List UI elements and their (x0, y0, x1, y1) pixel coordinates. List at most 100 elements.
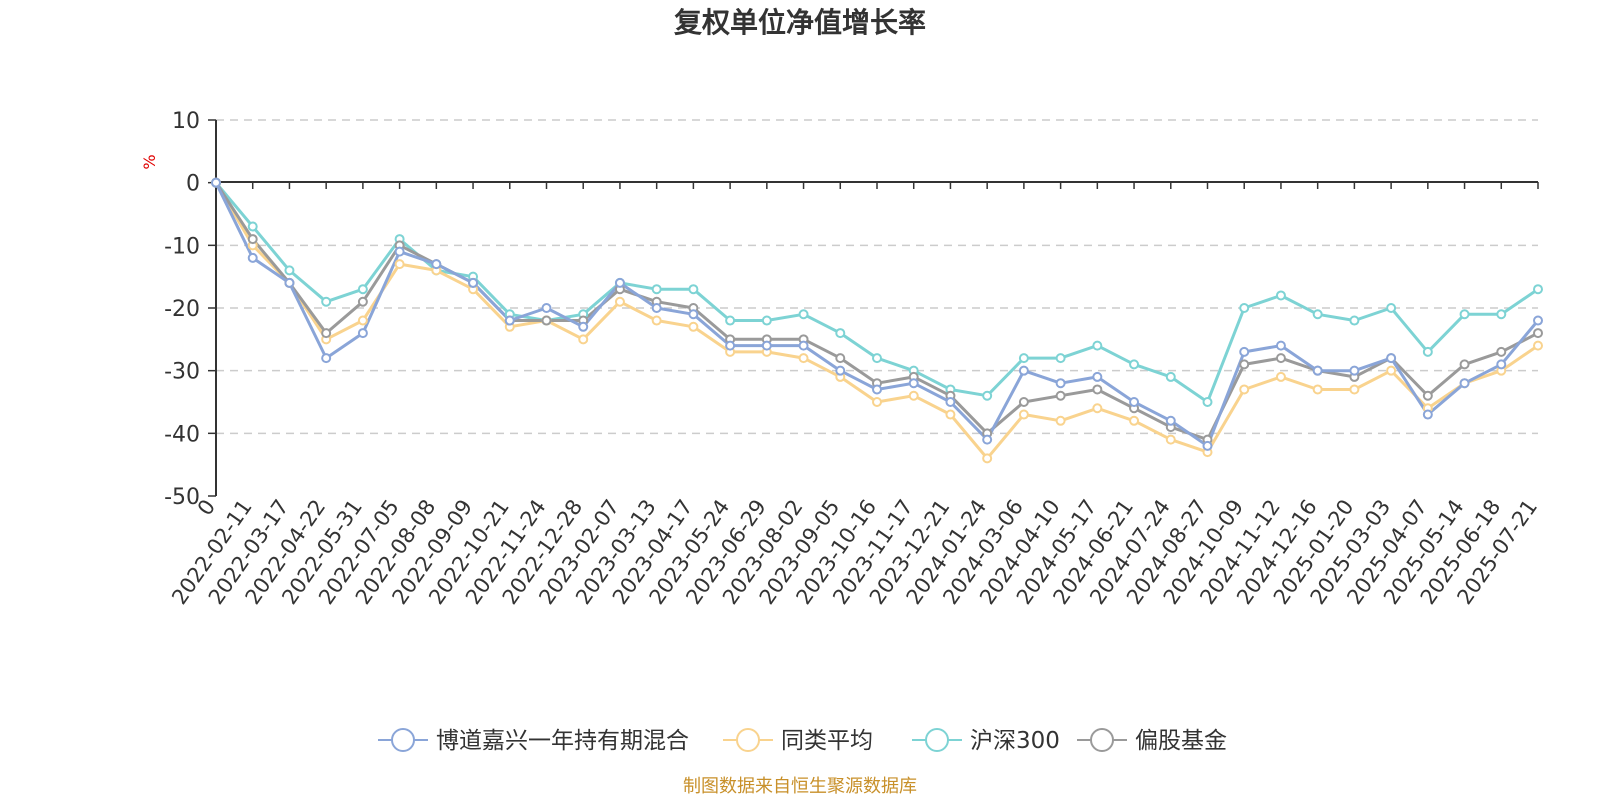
data-point (725, 340, 736, 351)
data-point (1349, 315, 1360, 326)
data-point (1239, 359, 1250, 370)
data-point (321, 353, 332, 364)
data-point (1055, 378, 1066, 389)
data-point (651, 284, 662, 295)
data-point (1386, 365, 1397, 376)
data-point (1129, 415, 1140, 426)
data-point (211, 177, 221, 188)
data-point (1092, 340, 1103, 351)
data-point (578, 334, 589, 345)
data-point (614, 277, 625, 288)
data-point (1202, 397, 1213, 407)
legend-item[interactable]: 博道嘉兴一年持有期混合 (378, 728, 689, 754)
data-point (1459, 378, 1470, 389)
data-point (321, 328, 332, 339)
legend-label: 博道嘉兴一年持有期混合 (436, 728, 689, 754)
data-point (872, 353, 882, 364)
data-point (1018, 409, 1029, 420)
data-point (1349, 384, 1360, 395)
data-point (1312, 309, 1323, 320)
legend[interactable]: 博道嘉兴一年持有期混合 同类平均 沪深300 偏股基金 (378, 728, 1227, 754)
data-point (1459, 359, 1470, 370)
data-point (1275, 353, 1286, 364)
data-point (357, 328, 368, 339)
data-point (1312, 384, 1323, 395)
y-tick-label: 10 (172, 109, 200, 134)
data-point (541, 315, 552, 326)
legend-label: 偏股基金 (1135, 728, 1227, 754)
data-point (1239, 384, 1250, 395)
data-point (1129, 397, 1140, 407)
data-point (541, 303, 552, 313)
data-point (1202, 440, 1213, 451)
x-tick-label: 0 (193, 495, 220, 520)
data-point (798, 340, 809, 351)
data-point (651, 303, 662, 313)
data-point (835, 328, 846, 339)
legend-circle-icon (391, 728, 415, 752)
data-point (1312, 365, 1323, 376)
legend-item[interactable]: 同类平均 (723, 728, 873, 754)
data-point (1422, 409, 1433, 420)
data-point (357, 296, 368, 307)
data-point (1165, 415, 1176, 426)
data-point (798, 353, 809, 364)
data-point (1018, 397, 1029, 407)
data-point (835, 353, 846, 364)
series-line-3 (214, 181, 1539, 404)
data-point (468, 277, 479, 288)
data-point (872, 384, 882, 395)
chart-title: 复权单位净值增长率 (674, 6, 926, 39)
data-point (1275, 340, 1286, 351)
data-point (1239, 303, 1250, 313)
legend-circle-icon (1090, 728, 1114, 752)
series-markers (211, 177, 1543, 464)
y-tick-label: -50 (164, 485, 200, 510)
data-source-note: 制图数据来自恒生聚源数据库 (683, 776, 917, 797)
data-point (394, 259, 405, 270)
data-point (982, 434, 993, 445)
data-point (1496, 346, 1507, 357)
data-point (798, 309, 809, 320)
data-point (982, 453, 993, 464)
legend-label: 同类平均 (781, 728, 873, 754)
series-line-2 (214, 181, 1539, 460)
data-point (945, 397, 956, 407)
grid-lines (216, 119, 1538, 435)
data-point (1092, 384, 1103, 395)
legend-item[interactable]: 偏股基金 (1077, 728, 1227, 754)
data-point (1092, 403, 1103, 414)
series-lines (214, 181, 1540, 460)
data-point (1349, 365, 1360, 376)
data-point (321, 296, 332, 307)
data-point (1386, 303, 1397, 313)
data-point (1533, 328, 1543, 339)
data-point (1055, 390, 1066, 401)
data-point (1533, 315, 1543, 326)
data-point (614, 296, 625, 307)
data-point (247, 221, 258, 232)
y-tick-label: -40 (164, 422, 200, 447)
data-point (908, 390, 919, 401)
data-point (1165, 434, 1176, 445)
data-point (394, 246, 405, 257)
data-point (1165, 371, 1176, 382)
legend-item[interactable]: 沪深300 (912, 728, 1060, 754)
y-tick-label: -30 (164, 360, 200, 385)
data-point (1275, 290, 1286, 301)
data-point (284, 265, 295, 276)
data-point (284, 277, 295, 288)
data-point (1018, 365, 1029, 376)
data-point (1496, 359, 1507, 370)
data-point (1239, 346, 1250, 357)
data-point (504, 315, 515, 326)
data-point (1386, 353, 1397, 364)
data-point (1055, 415, 1066, 426)
y-axis-unit-label: % (140, 154, 159, 169)
data-point (761, 315, 772, 326)
data-point (247, 234, 258, 245)
data-point (1459, 309, 1470, 320)
data-point (578, 321, 589, 332)
data-point (908, 378, 919, 389)
legend-label: 沪深300 (970, 728, 1060, 754)
